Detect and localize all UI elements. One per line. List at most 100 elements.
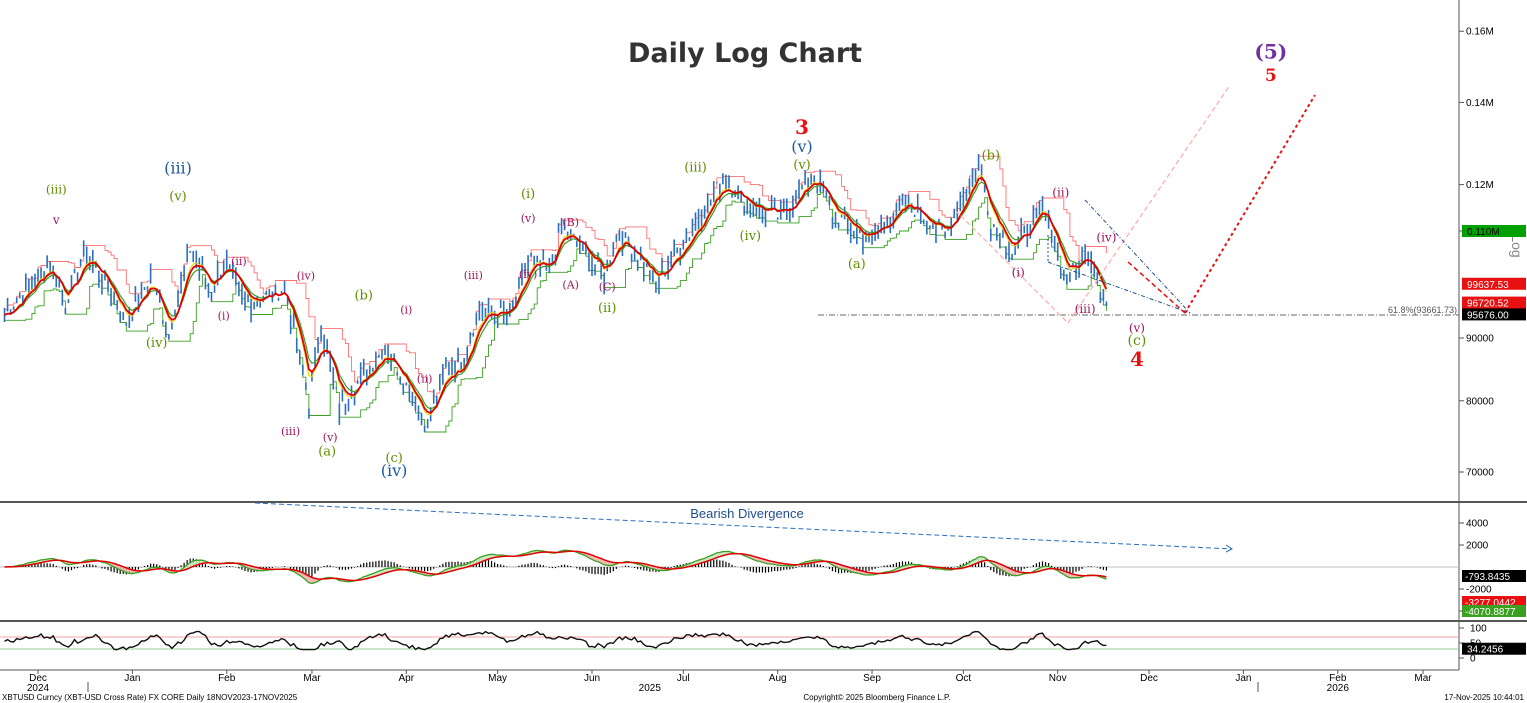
svg-text:99637.53: 99637.53	[1467, 280, 1509, 291]
svg-text:96720.52: 96720.52	[1467, 299, 1509, 310]
wave-label: (v)	[1129, 321, 1145, 335]
svg-text:-793.8435: -793.8435	[1465, 572, 1510, 583]
wave-label: (iv)	[146, 336, 168, 351]
wave-label: (iv)	[1096, 230, 1116, 244]
footer-timestamp: 17-Nov-2025 10:44:01	[1444, 693, 1524, 702]
wave-label: (iv)	[739, 229, 761, 244]
wave-label: (b)	[354, 289, 372, 304]
wave-label: (i)	[218, 309, 230, 322]
price-axis: 0.16M 0.14M 0.12M 90000 80000 70000	[1459, 27, 1494, 479]
wave-label: 4	[1130, 347, 1144, 371]
wave-label: (v)	[169, 189, 187, 204]
macd-panel	[0, 502, 1459, 585]
wave-label: (i)	[1012, 266, 1025, 280]
month-label: Oct	[956, 673, 972, 684]
macd-tick-label: -2000	[1466, 585, 1492, 596]
svg-text:0.110M: 0.110M	[1467, 227, 1500, 238]
signal-line	[4, 550, 1107, 582]
wave-label: (v)	[521, 212, 536, 225]
price-tick-label: 90000	[1466, 334, 1494, 345]
macd-tick-label: 2000	[1466, 541, 1489, 552]
wave-labels: (iii)v(iii)(v)(iv)(ii)(i)(iv)(iii) (v)(a)…	[46, 40, 1287, 480]
price-tick-label: 0.14M	[1466, 98, 1494, 109]
divergence-label: Bearish Divergence	[690, 506, 803, 521]
wave-label: (iii)	[464, 269, 483, 282]
month-label: Mar	[1414, 673, 1432, 684]
rsi-tick-label: 100	[1470, 624, 1487, 635]
wave-label: (A)	[562, 278, 579, 291]
wave-label: (iv)	[381, 461, 408, 480]
wave-label: (5)	[1254, 40, 1287, 64]
month-label: Jun	[584, 673, 600, 684]
ma-slow-line	[4, 176, 1108, 415]
wave-label: (ii)	[417, 373, 433, 386]
wave-label: 3	[795, 115, 809, 139]
price-tick-label: 0.12M	[1466, 180, 1494, 191]
wave-label: (iii)	[1075, 302, 1096, 316]
month-label: Apr	[399, 673, 415, 684]
footer-copyright: Copyright© 2025 Bloomberg Finance L.P.	[803, 693, 950, 702]
wave-label: (v)	[793, 158, 811, 173]
wave-label: (v)	[791, 137, 813, 156]
month-label: Feb	[1329, 673, 1347, 684]
wave-label: (B)	[562, 216, 579, 229]
macd-badge: -793.8435	[1462, 570, 1526, 583]
macd-tick-label: 4000	[1466, 519, 1489, 530]
macd-axis: 4000 2000 -2000 -793.8435 -3277.0442-4070.88…	[1459, 519, 1526, 618]
month-label: Jan	[1235, 673, 1251, 684]
month-label: Jan	[124, 673, 140, 684]
month-label: May	[488, 673, 507, 684]
wave-label: (ii)	[1052, 186, 1069, 200]
wave-label: (iii)	[281, 425, 300, 438]
wave-label: (iii)	[46, 183, 67, 197]
wave-label: (a)	[318, 445, 336, 460]
divergence-line	[254, 502, 1233, 550]
wave-label: (iv)	[297, 270, 315, 283]
rsi-panel	[0, 630, 1459, 651]
macd-badge: -4070.8877	[1462, 605, 1526, 618]
rsi-axis: 10050034.2456	[1459, 624, 1526, 665]
wave-label: 5	[1265, 66, 1277, 86]
rsi-line	[4, 630, 1107, 651]
price-tick-label: 80000	[1466, 396, 1494, 407]
month-label: Dec	[29, 673, 47, 684]
price-badge: 99637.53	[1462, 277, 1526, 291]
wave-label: (iii)	[684, 160, 707, 175]
svg-text:95676.00: 95676.00	[1467, 310, 1509, 321]
wave-label: (v)	[323, 431, 338, 444]
fib-level-label: 61.8%(93661.73)	[1388, 305, 1457, 315]
wedge-lower-line	[1047, 261, 1191, 314]
wave-label: (ii)	[231, 255, 247, 268]
time-axis: Dec Jan Feb Mar Apr May Jun Jul Aug Sep Oct Nov Dec J…	[27, 670, 1432, 694]
rsi-tick-label: 0	[1470, 654, 1476, 665]
month-label: Feb	[218, 673, 236, 684]
month-label: Sep	[863, 673, 881, 684]
wave-label: (ii)	[598, 301, 616, 316]
wave-5-dashed-start	[1127, 261, 1186, 314]
wedge-upper-line	[1084, 199, 1191, 314]
month-label: Dec	[1140, 673, 1158, 684]
month-label: Jul	[677, 673, 690, 684]
wave-label: (i)	[521, 187, 535, 202]
footer-security: XBTUSD Curncy (XBT-USD Cross Rate) FX CO…	[2, 693, 298, 702]
wave-label: (b)	[982, 148, 1000, 163]
price-badge: 95676.00	[1462, 308, 1526, 321]
year-label: 2025	[639, 683, 662, 694]
wave-label: (iii)	[164, 159, 192, 178]
year-label: 2024	[27, 683, 50, 694]
price-badge: 96720.52	[1462, 296, 1526, 310]
wave-label: (c)	[385, 451, 402, 466]
wave-5-projection	[1184, 94, 1316, 314]
wave-label: (i)	[400, 304, 412, 317]
wave-label: v	[52, 213, 60, 227]
corrective-channel-lower	[954, 209, 1069, 324]
price-tick-label: 0.16M	[1466, 27, 1494, 38]
log-axis-label: Log	[1509, 234, 1525, 257]
month-label: Mar	[303, 673, 321, 684]
svg-text:-3277.0442: -3277.0442	[1465, 598, 1516, 609]
chart-title: Daily Log Chart	[628, 38, 862, 69]
rsi-badge: 34.2456	[1462, 642, 1526, 656]
wave-label: (c)	[1128, 333, 1147, 349]
